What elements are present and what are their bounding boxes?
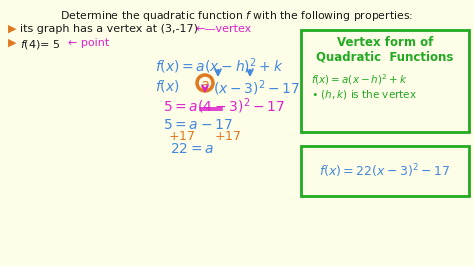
Text: $5 = a-17$: $5 = a-17$ — [163, 118, 233, 132]
Text: $f(x)$: $f(x)$ — [155, 78, 180, 94]
Text: ← point: ← point — [68, 38, 109, 48]
FancyBboxPatch shape — [301, 146, 469, 196]
Text: $22 = a$: $22 = a$ — [170, 142, 214, 156]
Text: Determine the quadratic function $f$ with the following properties:: Determine the quadratic function $f$ wit… — [61, 9, 413, 23]
Text: $5 = a(4-3)^2-17$: $5 = a(4-3)^2-17$ — [163, 96, 285, 116]
FancyBboxPatch shape — [301, 30, 469, 132]
Text: $\bullet$ $(h,k)$ is the vertex: $\bullet$ $(h,k)$ is the vertex — [311, 88, 417, 101]
Text: ▶: ▶ — [8, 38, 17, 48]
Text: Vertex form of: Vertex form of — [337, 36, 433, 49]
Text: its graph has a vertex at (3,-17): its graph has a vertex at (3,-17) — [20, 24, 198, 34]
Text: ▶: ▶ — [8, 24, 17, 34]
Text: $(x-3)^2-17$: $(x-3)^2-17$ — [213, 78, 300, 98]
Text: $f(x)= 22(x-3)^2-17$: $f(x)= 22(x-3)^2-17$ — [319, 162, 451, 180]
Text: Quadratic  Functions: Quadratic Functions — [316, 50, 454, 63]
Text: $f(x)= a(x-h)^2+k$: $f(x)= a(x-h)^2+k$ — [155, 56, 283, 76]
Text: $f(x)= a(x-h)^2+k$: $f(x)= a(x-h)^2+k$ — [311, 72, 408, 87]
Text: $a$: $a$ — [200, 78, 210, 92]
Text: $+17$: $+17$ — [168, 130, 195, 143]
Text: $f$(4)= 5: $f$(4)= 5 — [20, 38, 61, 51]
Text: $+17$: $+17$ — [214, 130, 241, 143]
Text: ←—vertex: ←—vertex — [196, 24, 252, 34]
